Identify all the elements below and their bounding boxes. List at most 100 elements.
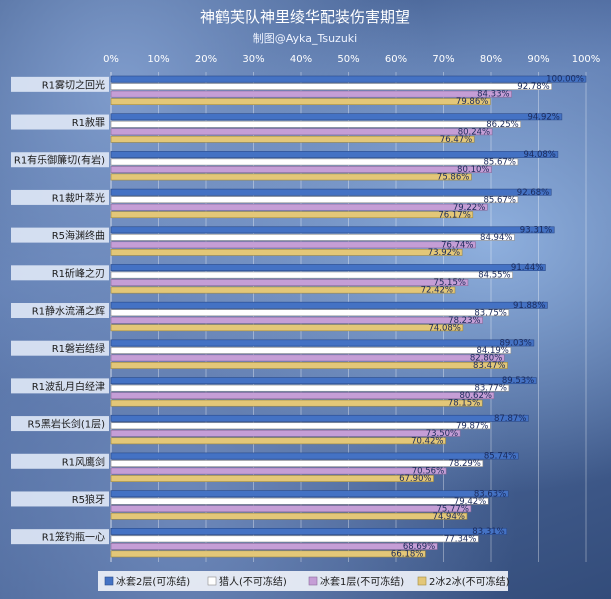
data-label: 85.67% (484, 195, 516, 205)
data-label: 77.34% (444, 535, 476, 545)
legend-swatch (207, 576, 217, 586)
bar (110, 196, 519, 204)
bar (110, 324, 464, 332)
data-label: 78.15% (448, 399, 480, 409)
data-label: 76.17% (438, 210, 470, 220)
data-label: 84.19% (476, 346, 508, 356)
legend-label: 冰套2层(可冻结) (116, 575, 190, 588)
data-label: 73.92% (428, 248, 460, 258)
data-label: 87.87% (494, 414, 526, 424)
data-label: 86.25% (486, 120, 518, 130)
bar (110, 135, 475, 143)
bar (110, 429, 461, 437)
data-label: 85.67% (484, 158, 516, 168)
bars-layer: 100.00%92.78%84.33%79.86%94.92%86.25%80.… (110, 75, 587, 560)
data-label: 75.15% (434, 278, 466, 288)
data-label: 83.77% (474, 384, 506, 394)
legend: 冰套2层(可冻结) 猎人(不可冻结) 冰套1层(不可冻结) 2冰2冰(不可冻结) (98, 571, 510, 591)
data-label: 70.42% (411, 436, 443, 446)
bar (110, 203, 488, 211)
bar (110, 248, 463, 256)
bar (110, 512, 468, 520)
category-label-bg (11, 265, 109, 281)
bar (110, 166, 492, 173)
bar (110, 151, 559, 158)
data-label: 82.80% (470, 354, 502, 364)
category-label: R1笼钓瓶一心 (42, 531, 105, 544)
bar (110, 173, 472, 181)
data-label: 80.62% (460, 391, 492, 401)
data-label: 83.63% (474, 489, 506, 499)
bar (110, 83, 553, 90)
category-label-bg (11, 340, 109, 356)
data-label: 92.68% (517, 188, 549, 198)
category-label-bg (11, 416, 109, 432)
data-label: 84.33% (477, 90, 509, 100)
bar (110, 377, 537, 385)
bar (110, 301, 548, 309)
data-label: 93.31% (520, 225, 552, 235)
bar (110, 286, 456, 294)
bar (110, 211, 474, 219)
category-label: R1赦罪 (72, 116, 105, 129)
data-label: 84.94% (480, 233, 512, 243)
category-label-bg (11, 114, 109, 130)
bar (110, 339, 535, 347)
bar (110, 90, 512, 98)
data-label: 83.47% (473, 361, 505, 371)
category-label-bg (11, 76, 109, 92)
data-label: 84.55% (478, 271, 510, 281)
chart-title: 神鹤芙队神里绫华配装伤害期望 (200, 8, 410, 26)
category-label: R1波乱月白经津 (32, 380, 105, 393)
x-tick-label: 80% (480, 54, 502, 65)
bar (110, 241, 476, 249)
x-tick-label: 10% (147, 54, 169, 65)
x-axis-ticks: 0% 10% 20% 30% 40% 50% 60% 70% 80% 90% 100% (103, 54, 600, 65)
data-label: 89.53% (502, 376, 534, 386)
category-label-bg (11, 453, 109, 469)
bar (110, 475, 434, 482)
bar (110, 437, 446, 445)
legend-swatch (104, 576, 114, 586)
category-label: R1静水流涌之辉 (32, 305, 105, 318)
bar (110, 528, 508, 535)
x-tick-label: 30% (242, 54, 264, 65)
data-label: 67.90% (399, 474, 431, 484)
category-label: R5海渊终曲 (52, 229, 105, 242)
data-label: 70.56% (412, 467, 444, 477)
data-label: 79.22% (453, 203, 485, 213)
bar (110, 399, 483, 407)
data-label: 73.50% (426, 429, 458, 439)
legend-box (98, 571, 508, 591)
data-label: 79.86% (456, 97, 488, 107)
bar (110, 384, 510, 392)
data-label: 79.42% (454, 497, 486, 507)
bar (110, 414, 529, 422)
bar (110, 467, 447, 475)
data-label: 80.24% (458, 127, 490, 137)
bar (110, 271, 513, 279)
legend-label: 猎人(不可冻结) (219, 575, 287, 588)
category-label: R5狼牙 (72, 493, 105, 506)
data-label: 68.69% (403, 542, 435, 552)
data-label: 94.08% (523, 150, 555, 160)
bar (110, 543, 438, 550)
legend-label: 冰套1层(不可冻结) (320, 575, 404, 588)
bar (110, 75, 587, 83)
bar (110, 120, 521, 128)
data-label: 74.08% (428, 323, 460, 333)
category-label-bg (11, 189, 109, 205)
bar (110, 392, 495, 400)
x-tick-label: 70% (432, 54, 454, 65)
legend-label: 2冰2冰(不可冻结) (429, 575, 510, 588)
data-label: 92.78% (517, 82, 549, 92)
bar (110, 347, 512, 354)
legend-swatch (417, 576, 427, 586)
data-label: 72.42% (421, 286, 453, 296)
bar (110, 309, 510, 317)
bar (110, 505, 472, 513)
category-label-bg (11, 152, 109, 168)
data-label: 74.94% (433, 512, 465, 522)
